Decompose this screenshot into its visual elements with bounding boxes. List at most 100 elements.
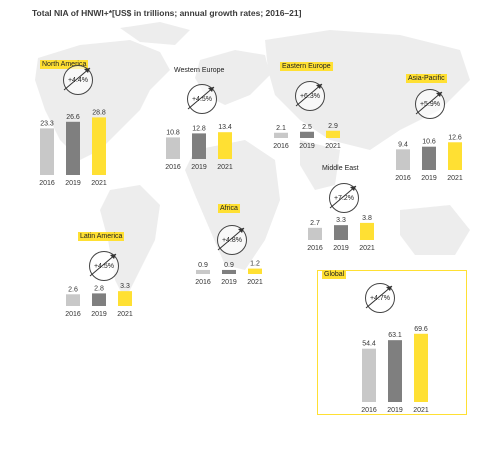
value-label: 2.8: [94, 285, 104, 292]
bar-chart-africa: 0.9 2016 0.9 2019 1.2 2021: [195, 261, 263, 286]
bar-2016: [66, 294, 80, 306]
value-label: 3.8: [362, 215, 372, 222]
growth-rate-badge: +6.3%: [295, 81, 325, 111]
year-label: 2016: [361, 407, 377, 414]
year-label: 2019: [299, 143, 315, 150]
value-label: 28.8: [92, 109, 106, 116]
region-name: Western Europe: [174, 67, 225, 74]
region-name: Middle East: [322, 165, 359, 172]
value-label: 9.4: [398, 141, 408, 148]
value-label: 0.9: [224, 262, 234, 269]
year-label: 2016: [395, 175, 411, 182]
region-name: Global: [322, 270, 347, 279]
bar-2021: [448, 142, 462, 170]
bar-chart-latin-america: 2.6 2016 2.8 2019 3.3 2021: [65, 283, 133, 318]
chart-title: Total NIA of HNWI+*[US$ in trillions; an…: [32, 8, 302, 18]
bar-2019: [334, 225, 348, 240]
year-label: 2021: [413, 407, 429, 414]
bar-2019: [300, 131, 314, 138]
bar-2016: [40, 128, 54, 175]
year-label: 2021: [217, 164, 233, 171]
value-label: 2.5: [302, 124, 312, 131]
value-label: 2.1: [276, 125, 286, 132]
year-label: 2019: [91, 311, 107, 318]
bar-chart-global: 54.4 2016 63.1 2019 69.6 2021: [361, 326, 429, 414]
growth-arrow-icon: [415, 91, 443, 115]
region-name: Eastern Europe: [280, 62, 333, 71]
bar-chart-north-america: 23.3 2016 26.6 2019 28.8 2021: [39, 109, 107, 187]
region-name: Latin America: [78, 232, 125, 241]
region-name: Africa: [218, 204, 240, 213]
bar-chart-asia-pacific: 9.4 2016 10.6 2019 12.6 2021: [395, 134, 463, 182]
bar-chart-western-europe: 10.8 2016 12.8 2019 13.4 2021: [165, 124, 233, 171]
bar-2016: [362, 348, 376, 402]
growth-arrow-icon: [89, 253, 117, 277]
value-label: 2.6: [68, 286, 78, 293]
bar-2019: [222, 269, 236, 274]
year-label: 2021: [447, 175, 463, 182]
bar-2021: [248, 268, 262, 274]
growth-arrow-icon: [63, 67, 91, 91]
value-label: 10.6: [422, 139, 436, 146]
value-label: 12.8: [192, 125, 206, 132]
value-label: 13.4: [218, 124, 232, 131]
bar-2016: [274, 132, 288, 138]
growth-arrow-icon: [365, 285, 393, 309]
bar-2016: [166, 137, 180, 159]
year-label: 2016: [273, 143, 289, 150]
bar-2021: [360, 222, 374, 240]
value-label: 54.4: [362, 341, 376, 348]
value-label: 26.6: [66, 114, 80, 121]
value-label: 3.3: [336, 217, 346, 224]
growth-rate-badge: +4.5%: [187, 84, 217, 114]
bar-2021: [218, 132, 232, 159]
year-label: 2019: [333, 245, 349, 252]
region-name: North America: [40, 60, 89, 69]
growth-rate-badge: +4.4%: [63, 65, 93, 95]
year-label: 2021: [117, 311, 133, 318]
year-label: 2021: [325, 143, 341, 150]
year-label: 2021: [359, 245, 375, 252]
bar-2016: [196, 269, 210, 274]
value-label: 0.9: [198, 262, 208, 269]
value-label: 10.8: [166, 129, 180, 136]
bar-2021: [92, 117, 106, 175]
growth-arrow-icon: [187, 86, 215, 110]
year-label: 2016: [65, 311, 81, 318]
growth-arrow-icon: [329, 185, 357, 209]
bar-2021: [118, 291, 132, 306]
bar-2019: [388, 340, 402, 402]
bar-2019: [192, 133, 206, 159]
value-label: 2.9: [328, 123, 338, 130]
year-label: 2019: [65, 180, 81, 187]
value-label: 3.3: [120, 283, 130, 290]
bar-2016: [396, 149, 410, 170]
bar-2019: [422, 146, 436, 170]
year-label: 2019: [191, 164, 207, 171]
growth-rate-badge: +4.8%: [217, 225, 247, 255]
year-label: 2016: [39, 180, 55, 187]
growth-arrow-icon: [295, 83, 323, 107]
year-label: 2016: [195, 279, 211, 286]
growth-arrow-icon: [217, 227, 245, 251]
bar-2019: [92, 293, 106, 306]
region-name: Asia-Pacific: [406, 74, 447, 83]
value-label: 69.6: [414, 326, 428, 333]
bar-chart-eastern-europe: 2.1 2016 2.5 2019 2.9 2021: [273, 123, 341, 150]
bar-chart-middle-east: 2.7 2016 3.3 2019 3.8 2021: [307, 215, 375, 252]
bar-2019: [66, 121, 80, 175]
value-label: 23.3: [40, 120, 54, 127]
value-label: 63.1: [388, 332, 402, 339]
year-label: 2019: [387, 407, 403, 414]
value-label: 2.7: [310, 220, 320, 227]
bar-2016: [308, 227, 322, 240]
year-label: 2016: [165, 164, 181, 171]
year-label: 2021: [91, 180, 107, 187]
value-label: 1.2: [250, 261, 260, 268]
year-label: 2016: [307, 245, 323, 252]
bar-2021: [414, 333, 428, 402]
year-label: 2021: [247, 279, 263, 286]
value-label: 12.6: [448, 134, 462, 141]
year-label: 2019: [221, 279, 237, 286]
bar-2021: [326, 130, 340, 138]
